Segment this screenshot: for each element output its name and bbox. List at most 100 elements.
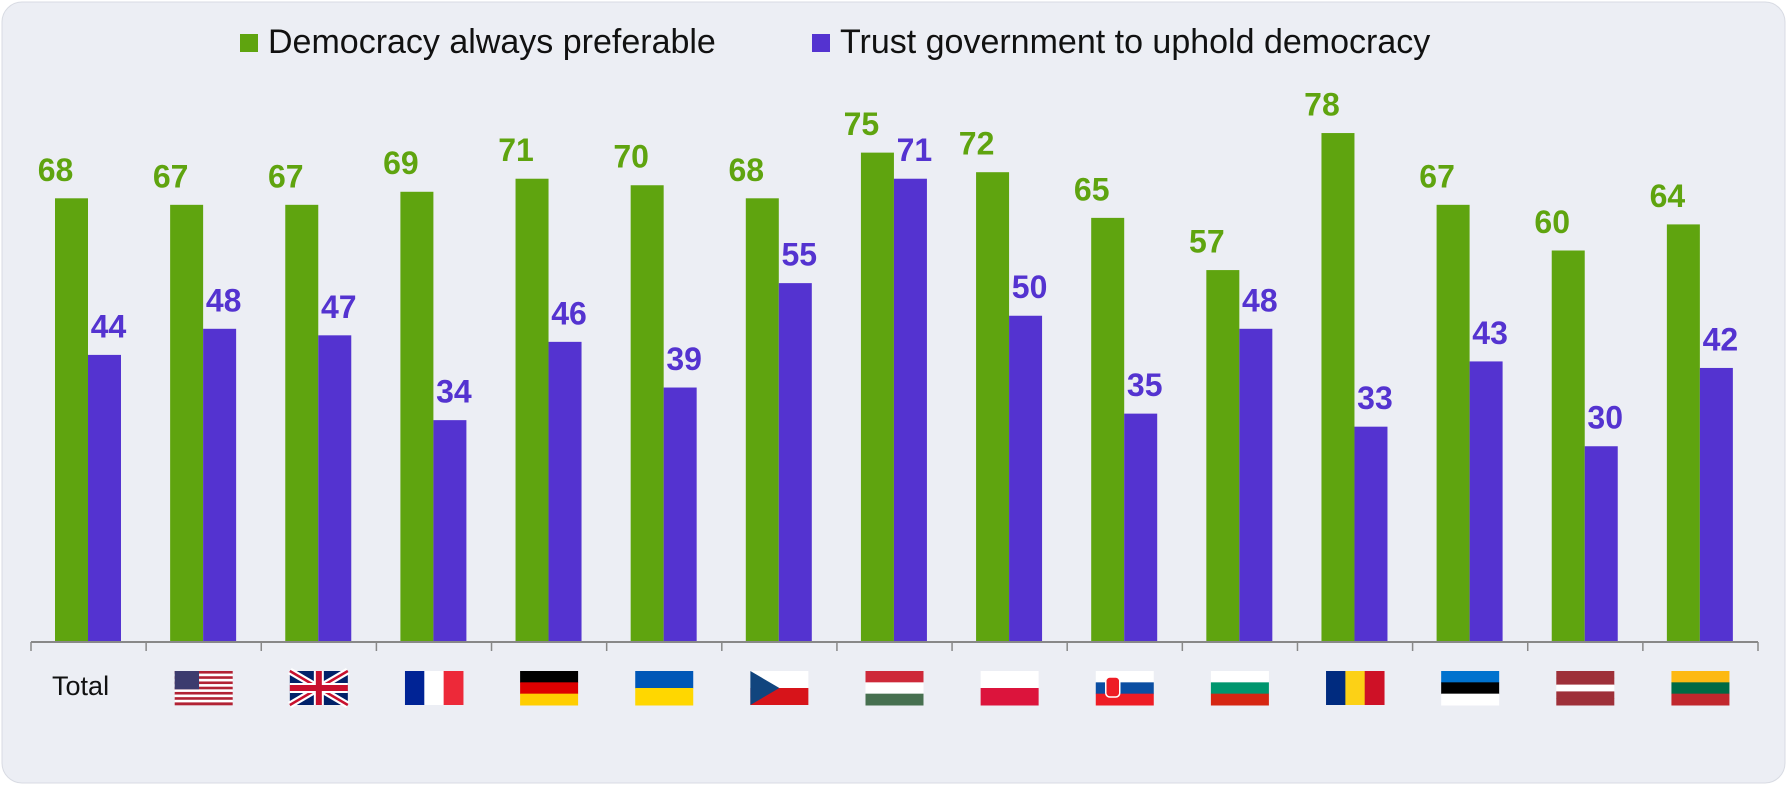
flag bbox=[1556, 671, 1615, 706]
flag bbox=[1095, 671, 1154, 706]
flag bbox=[1441, 671, 1500, 706]
flag bbox=[1671, 671, 1730, 706]
data-label: 78 bbox=[1304, 87, 1340, 123]
data-label: 48 bbox=[206, 282, 242, 318]
flag-stripe bbox=[174, 671, 233, 674]
bar bbox=[400, 191, 434, 642]
flag-stripe bbox=[1556, 698, 1615, 706]
legend-label: Democracy always preferable bbox=[268, 23, 716, 61]
data-label: 64 bbox=[1650, 178, 1686, 214]
flag-stripe bbox=[1364, 671, 1385, 705]
data-label: 43 bbox=[1472, 315, 1508, 351]
bar bbox=[170, 204, 204, 642]
flag-stripe bbox=[1441, 682, 1500, 695]
bar bbox=[1009, 315, 1043, 642]
bar bbox=[88, 354, 121, 642]
flag bbox=[174, 671, 233, 706]
data-label: 55 bbox=[782, 237, 818, 273]
flag-triangle bbox=[750, 671, 780, 705]
flag bbox=[1326, 671, 1385, 705]
bar bbox=[745, 198, 779, 643]
bar bbox=[1206, 270, 1240, 642]
data-label: 44 bbox=[91, 308, 127, 344]
bar bbox=[515, 178, 549, 642]
data-label: 67 bbox=[268, 158, 304, 194]
data-label: 33 bbox=[1357, 380, 1393, 416]
flag bbox=[865, 671, 924, 706]
flag-stripe bbox=[174, 686, 233, 690]
flag-stripe bbox=[1556, 671, 1615, 679]
flag-stripe bbox=[1210, 671, 1269, 683]
data-label: 42 bbox=[1703, 321, 1739, 357]
flag-stripe bbox=[865, 671, 924, 683]
flag bbox=[520, 671, 579, 706]
bar bbox=[630, 185, 664, 642]
flag-cross bbox=[289, 671, 348, 705]
bar bbox=[433, 420, 467, 642]
bar bbox=[1091, 217, 1125, 642]
flag-stripe bbox=[1671, 682, 1730, 695]
bar bbox=[55, 198, 88, 643]
data-label: 48 bbox=[1242, 282, 1278, 318]
bar bbox=[778, 283, 812, 642]
bar bbox=[1469, 361, 1503, 642]
flag-stripe bbox=[1095, 693, 1154, 706]
data-label: 75 bbox=[844, 106, 880, 142]
flag-stripe bbox=[520, 693, 579, 706]
legend-swatch bbox=[240, 34, 258, 52]
flag-stripe bbox=[424, 671, 445, 705]
data-label: 39 bbox=[666, 341, 702, 377]
data-label: 65 bbox=[1074, 171, 1110, 207]
flag-stripe bbox=[1441, 693, 1500, 706]
flag-stripe bbox=[520, 682, 579, 695]
data-label: 68 bbox=[38, 152, 74, 188]
bar bbox=[1666, 224, 1700, 642]
flag-stripe bbox=[174, 684, 233, 687]
data-label: 71 bbox=[498, 132, 534, 168]
flag bbox=[404, 671, 464, 705]
flag-stripe bbox=[174, 702, 233, 706]
flag-stripe bbox=[1556, 691, 1615, 699]
data-label: 30 bbox=[1587, 400, 1623, 436]
data-label: 69 bbox=[383, 145, 419, 181]
flag-stripe bbox=[1671, 671, 1730, 683]
bar bbox=[1239, 328, 1273, 642]
flag-stripe bbox=[865, 682, 924, 695]
flag-stripe bbox=[1210, 682, 1269, 695]
data-label: 46 bbox=[551, 295, 587, 331]
flag-stripe bbox=[174, 691, 233, 695]
flag-stripe bbox=[174, 676, 233, 680]
flag-stripe bbox=[1556, 684, 1615, 692]
data-label: 47 bbox=[321, 289, 357, 325]
data-label: 67 bbox=[153, 158, 189, 194]
flag bbox=[635, 671, 694, 706]
data-label: 67 bbox=[1419, 158, 1455, 194]
bar bbox=[860, 152, 894, 642]
flag bbox=[1210, 671, 1269, 706]
flag-stripe bbox=[174, 699, 233, 703]
flag-stripe bbox=[174, 673, 233, 677]
flag-stripe bbox=[443, 671, 464, 705]
flag-stripe bbox=[1556, 677, 1615, 686]
flag-stripe bbox=[174, 678, 233, 682]
flag-stripe bbox=[1095, 682, 1154, 695]
data-label: 71 bbox=[897, 132, 933, 168]
bar bbox=[318, 335, 352, 642]
flag-stripe bbox=[1671, 693, 1730, 706]
bar bbox=[976, 172, 1010, 642]
flag-stripe bbox=[980, 688, 1039, 706]
bar bbox=[1124, 413, 1158, 642]
data-label: 35 bbox=[1127, 367, 1163, 403]
bar bbox=[1551, 250, 1585, 642]
flag-stripe bbox=[980, 671, 1039, 689]
data-label: 68 bbox=[729, 152, 765, 188]
legend-swatch bbox=[812, 34, 830, 52]
flag-stripe bbox=[174, 689, 233, 693]
x-tick-label: Total bbox=[52, 671, 109, 701]
bar bbox=[203, 328, 237, 642]
flag-stripe bbox=[1210, 693, 1269, 706]
data-label: 50 bbox=[1012, 269, 1048, 305]
bar bbox=[1436, 204, 1470, 642]
